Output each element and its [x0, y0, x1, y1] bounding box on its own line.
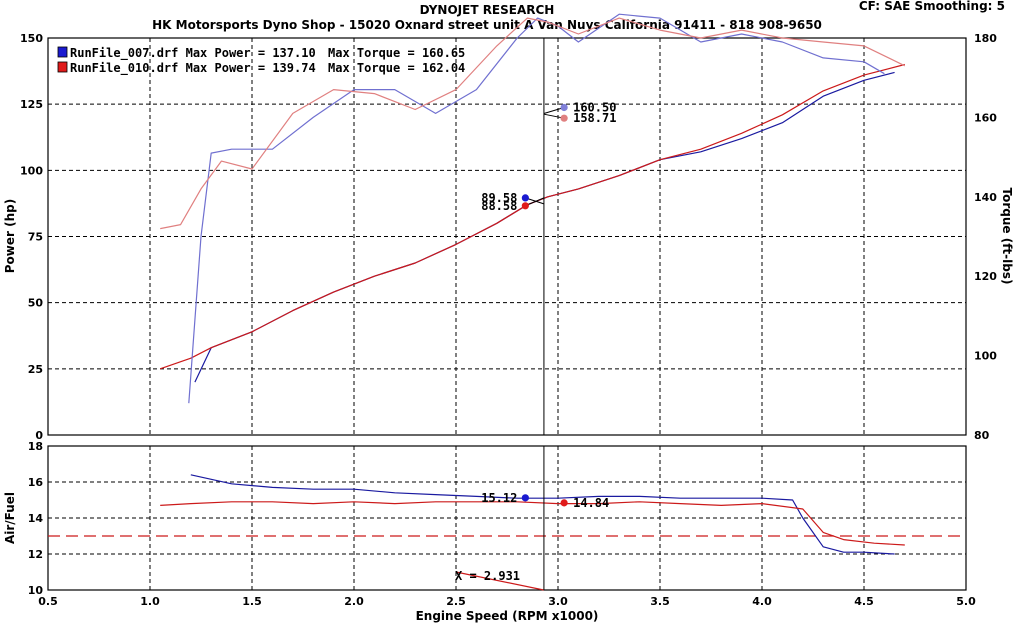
torque-tick-label: 180 [974, 32, 997, 45]
legend-max-power-label-run010: Max Power = [186, 61, 265, 75]
power-tick-label: 150 [20, 32, 43, 45]
power-tick-label: 50 [28, 297, 44, 310]
rpm-axis-label: Engine Speed (RPM x1000) [416, 609, 599, 623]
legend-file-run010: RunFile_010.drf [70, 61, 178, 76]
rpm-tick-label: 4.0 [752, 595, 772, 608]
series-runfile-010-drf-afr [160, 501, 905, 546]
power-tick-label: 75 [28, 231, 43, 244]
legend: RunFile_007.drf Max Power = 137.10 Max T… [57, 46, 465, 76]
rpm-tick-label: 2.0 [344, 595, 364, 608]
afr-axis-label: Air/Fuel [3, 492, 17, 544]
rpm-tick-label: 4.5 [854, 595, 874, 608]
afr-tick-label: 16 [28, 476, 44, 489]
legend-max-power-run010: 139.74 [272, 61, 315, 75]
legend-file-run007: RunFile_007.drf [70, 46, 178, 61]
legend-max-power-label-run007: Max Power = [186, 46, 265, 60]
legend-entry-run007: RunFile_007.drf Max Power = 137.10 Max T… [70, 46, 465, 61]
legend-max-torque-label-run007: Max Torque = [328, 46, 415, 60]
afr-tick-label: 10 [28, 584, 44, 597]
afr-tick-label: 12 [28, 548, 43, 561]
marker-value: 88.58 [481, 199, 517, 213]
marker-value: 14.84 [573, 496, 609, 510]
legend-max-power-run007: 137.10 [272, 46, 315, 60]
torque-tick-label: 160 [974, 111, 997, 124]
chart-header-shop: HK Motorsports Dyno Shop - 15020 Oxnard … [152, 18, 822, 32]
power-tick-label: 0 [35, 429, 43, 442]
legend-max-torque-run007: 160.65 [422, 46, 465, 60]
marker-dot [560, 499, 568, 507]
chart-header-company: DYNOJET RESEARCH [420, 3, 555, 17]
marker-value: 89.58 [481, 191, 517, 205]
marker-value: 15.12 [481, 491, 517, 505]
marker-dot [521, 202, 529, 210]
legend-entry-run010: RunFile_010.drf Max Power = 139.74 Max T… [70, 61, 465, 76]
power-y-ticks: 0 25 50 75 100 125 150 [20, 32, 43, 442]
legend-swatch-run010 [57, 61, 68, 73]
torque-tick-label: 120 [974, 270, 997, 283]
torque-axis-label: Torque (ft-lbs) [1000, 188, 1014, 285]
legend-swatch-run007 [57, 46, 68, 58]
power-tick-label: 125 [20, 98, 43, 111]
rpm-tick-label: 0.5 [38, 595, 58, 608]
power-axis-label: Power (hp) [3, 199, 17, 273]
rpm-tick-label: 5.0 [956, 595, 976, 608]
legend-max-torque-run010: 162.04 [422, 61, 465, 75]
afr-tick-label: 18 [28, 440, 43, 453]
legend-max-torque-label-run010: Max Torque = [328, 61, 415, 75]
marker-value: 160.50 [573, 100, 616, 114]
rpm-x-ticks: 0.5 1.0 1.5 2.0 2.5 3.0 3.5 4.0 4.5 5.0 [38, 595, 976, 608]
chart-settings: CF: SAE Smoothing: 5 [859, 0, 1005, 13]
series-cursor-trace [455, 571, 544, 591]
cursor-readout: X = 2.931 [455, 569, 520, 583]
afr-grid [48, 446, 966, 590]
marker-value: 158.71 [573, 111, 616, 125]
torque-tick-label: 100 [974, 350, 997, 363]
marker-dot [521, 194, 529, 202]
series-runfile-007-drf-afr [190, 474, 895, 555]
series-runfile-007-drf-torque [188, 13, 885, 404]
power-tick-label: 25 [28, 363, 43, 376]
series-runfile-010-drf-torque [160, 17, 906, 230]
rpm-tick-label: 3.0 [548, 595, 568, 608]
rpm-tick-label: 1.0 [140, 595, 160, 608]
rpm-tick-label: 1.5 [242, 595, 262, 608]
torque-tick-label: 80 [974, 429, 990, 442]
marker-dot [521, 494, 529, 502]
marker-dot [560, 103, 568, 112]
rpm-tick-label: 3.5 [650, 595, 670, 608]
power-tick-label: 100 [20, 164, 43, 177]
marker-dot [560, 114, 568, 122]
afr-tick-label: 14 [28, 512, 44, 525]
torque-tick-label: 140 [974, 191, 997, 204]
rpm-tick-label: 2.5 [446, 595, 466, 608]
power-grid [48, 38, 966, 435]
afr-y-ticks: 10 12 14 16 18 [28, 440, 44, 597]
torque-y-ticks: 80 100 120 140 160 180 [974, 32, 997, 442]
